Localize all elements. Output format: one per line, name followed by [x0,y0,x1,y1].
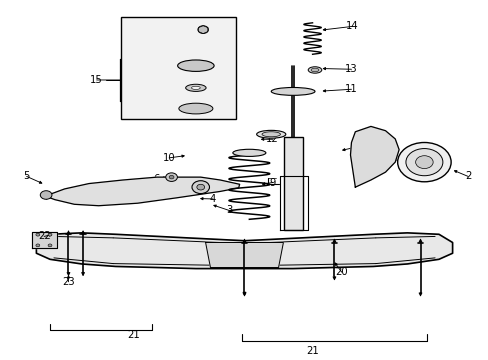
Text: 7: 7 [350,143,357,153]
Text: 5: 5 [23,171,30,181]
Text: 3: 3 [225,205,232,215]
Text: 20: 20 [335,267,347,277]
Ellipse shape [232,149,265,157]
Text: 1: 1 [407,158,413,168]
Ellipse shape [179,103,212,114]
Circle shape [36,233,40,236]
Polygon shape [31,232,57,248]
Text: 16: 16 [144,104,157,114]
Circle shape [48,244,52,247]
Polygon shape [350,126,398,187]
Text: 4: 4 [209,194,216,204]
Ellipse shape [262,132,280,137]
Text: 12: 12 [266,134,279,144]
FancyBboxPatch shape [284,137,302,230]
Text: 21: 21 [305,346,318,356]
Circle shape [48,233,52,236]
Ellipse shape [256,130,285,138]
Circle shape [415,156,432,168]
Ellipse shape [177,60,214,71]
Text: 6: 6 [153,174,159,184]
FancyBboxPatch shape [121,17,235,119]
Text: 17: 17 [144,85,157,95]
Text: 21: 21 [127,330,140,340]
Circle shape [198,26,208,33]
Ellipse shape [271,87,314,95]
Ellipse shape [307,67,321,73]
Ellipse shape [310,68,318,72]
Circle shape [397,143,450,182]
Text: 9: 9 [269,177,275,188]
Text: 13: 13 [345,64,357,74]
Circle shape [405,149,442,176]
Text: 2: 2 [464,171,470,181]
Circle shape [40,191,52,199]
Circle shape [192,181,209,194]
Text: 8: 8 [371,160,377,170]
Text: 10: 10 [163,153,175,163]
Polygon shape [45,177,239,206]
Circle shape [169,175,174,179]
Circle shape [36,244,40,247]
Circle shape [197,184,204,190]
Text: 18: 18 [144,62,157,72]
Text: 14: 14 [346,21,358,31]
Polygon shape [205,243,283,267]
Polygon shape [36,233,452,269]
Circle shape [165,173,177,181]
Text: 22: 22 [38,231,50,242]
Ellipse shape [191,86,200,89]
Text: 19: 19 [166,24,179,35]
Text: 23: 23 [62,277,75,287]
Ellipse shape [185,84,205,91]
Text: 15: 15 [90,75,103,85]
Text: 11: 11 [345,84,357,94]
